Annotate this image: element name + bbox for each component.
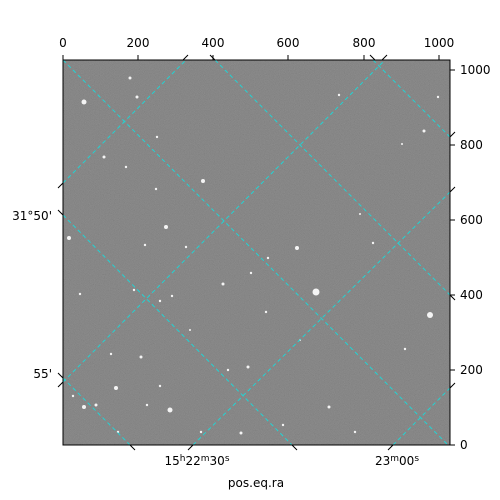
star xyxy=(128,76,132,80)
star xyxy=(403,347,407,351)
star xyxy=(312,288,320,296)
star xyxy=(67,236,71,240)
ra-tick-label: 23m00s xyxy=(375,454,419,468)
star xyxy=(164,225,168,229)
star xyxy=(189,329,191,331)
right-tick-label: 1000 xyxy=(460,63,491,77)
sky-image xyxy=(62,59,451,446)
star xyxy=(78,292,82,296)
star xyxy=(249,271,253,275)
plot-frame xyxy=(62,59,451,446)
stars-layer xyxy=(67,60,440,435)
star xyxy=(155,135,159,139)
top-axis: 0 200 400 600 800 1000 xyxy=(59,36,455,61)
star xyxy=(201,179,205,183)
star xyxy=(114,386,118,390)
star xyxy=(359,213,361,215)
star xyxy=(143,243,147,247)
star xyxy=(295,246,299,250)
star xyxy=(102,155,106,159)
star xyxy=(199,430,203,434)
star xyxy=(281,423,285,427)
star xyxy=(145,403,149,407)
star xyxy=(124,165,128,169)
star xyxy=(266,256,270,260)
star xyxy=(167,407,173,413)
star xyxy=(337,93,341,97)
star xyxy=(82,405,86,409)
star xyxy=(422,129,426,133)
star xyxy=(94,403,98,407)
top-tick-label: 1000 xyxy=(424,36,455,50)
top-tick-label: 0 xyxy=(59,36,67,50)
star xyxy=(81,99,87,105)
star xyxy=(132,288,136,292)
right-tick-label: 0 xyxy=(460,438,468,452)
right-tick-label: 800 xyxy=(460,138,483,152)
dec-tick-label: 55' xyxy=(33,367,52,381)
right-tick-label: 200 xyxy=(460,363,483,377)
top-tick-label: 600 xyxy=(277,36,300,50)
star xyxy=(436,95,440,99)
ra-tick-label: 15h22m30s xyxy=(164,454,229,468)
bottom-axis: 15h22m30s 23m00s pos.eq.ra xyxy=(129,444,419,490)
left-axis: 31°50' 55' xyxy=(12,182,64,388)
star xyxy=(371,241,375,245)
star xyxy=(154,187,158,191)
right-tick-label: 600 xyxy=(460,213,483,227)
top-tick-label: 800 xyxy=(353,36,376,50)
star xyxy=(221,282,225,286)
star xyxy=(135,95,139,99)
right-axis: 0 200 400 600 800 1000 xyxy=(449,63,491,452)
star xyxy=(109,352,113,356)
star xyxy=(170,294,174,298)
star xyxy=(71,394,75,398)
star xyxy=(184,245,188,249)
star xyxy=(401,143,403,145)
star xyxy=(158,299,162,303)
coordinate-grid xyxy=(63,60,450,445)
top-tick-label: 200 xyxy=(127,36,150,50)
star xyxy=(427,312,433,318)
x-axis-title: pos.eq.ra xyxy=(228,476,284,490)
star xyxy=(158,384,162,388)
star xyxy=(246,365,250,369)
right-tick-label: 400 xyxy=(460,288,483,302)
star xyxy=(239,431,243,435)
star xyxy=(264,310,268,314)
star xyxy=(327,405,331,409)
star xyxy=(226,368,230,372)
top-tick-label: 400 xyxy=(202,36,225,50)
star xyxy=(139,355,143,359)
dec-tick-label: 31°50' xyxy=(12,209,52,223)
star xyxy=(353,430,357,434)
